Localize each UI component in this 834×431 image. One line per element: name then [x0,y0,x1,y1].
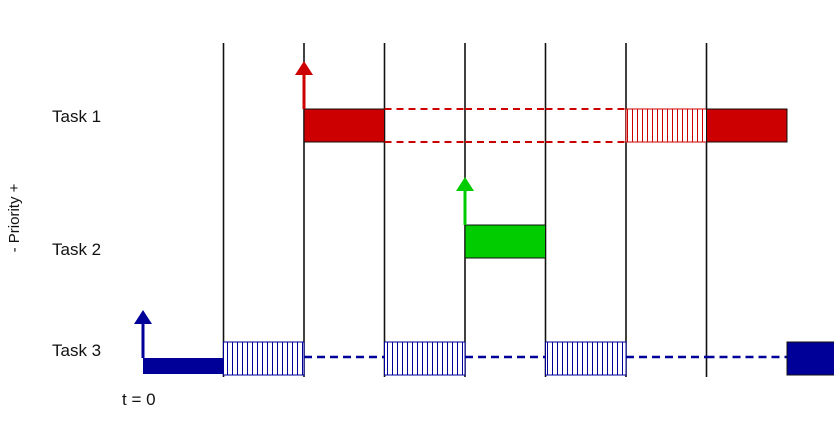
time-origin-label: t = 0 [122,390,156,409]
priority-axis-label: - Priority + [6,183,23,252]
task3-segment-running [143,358,224,374]
task2-label: Task 2 [52,240,101,259]
release-arrows [134,61,474,358]
task3-segment-hatched [384,341,466,376]
task3-segment-running [786,341,834,376]
task1-segment-hatched [625,108,707,143]
task3-segment-hatched [545,341,627,376]
task3-segment-hatched [223,341,305,376]
task1-release-arrowhead [295,61,313,75]
task-segments [143,108,834,376]
task2-segment-running [464,224,546,259]
task3-release-arrowhead [134,310,152,324]
task3-label: Task 3 [52,341,101,360]
task1-segment-running [706,108,788,143]
task1-label: Task 1 [52,107,101,126]
task2-release-arrowhead [456,177,474,191]
task1-segment-running [303,108,385,143]
